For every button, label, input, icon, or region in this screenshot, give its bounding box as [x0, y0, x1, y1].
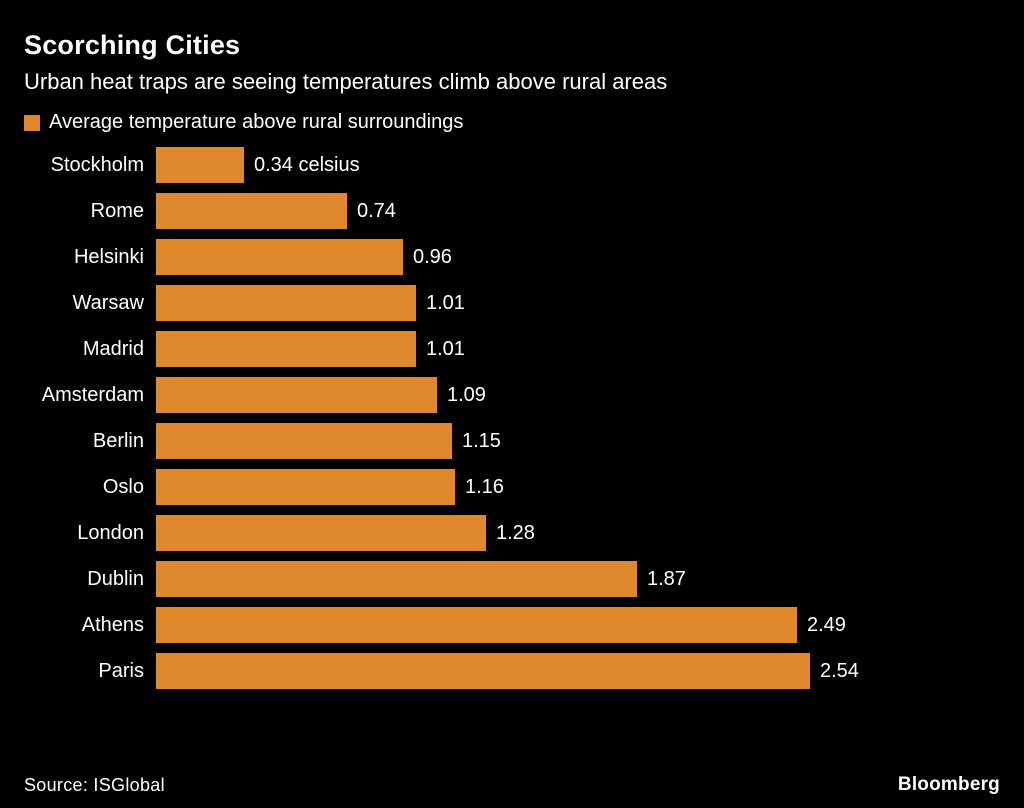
value-label: 2.54 — [820, 659, 859, 682]
chart-title: Scorching Cities — [24, 30, 241, 60]
value-label: 0.96 — [413, 245, 452, 268]
category-label: Paris — [98, 659, 144, 682]
chart-row: London 1.28 — [24, 510, 1000, 556]
value-label: 0.34 celsius — [254, 153, 360, 176]
legend: Average temperature above rural surround… — [24, 111, 1000, 134]
category-label: Dublin — [87, 567, 144, 590]
bar-oslo — [156, 469, 455, 505]
value-label: 0.74 — [357, 199, 396, 222]
chart-footer: Source: ISGlobal Bloomberg — [24, 774, 1000, 796]
bar-stockholm — [156, 147, 244, 183]
value-label: 1.16 — [465, 475, 504, 498]
chart-row: Athens 2.49 — [24, 602, 1000, 648]
bar-amsterdam — [156, 377, 437, 413]
chart-row: Amsterdam 1.09 — [24, 372, 1000, 418]
category-label: Warsaw — [72, 291, 144, 314]
category-label: London — [77, 521, 144, 544]
bar-london — [156, 515, 486, 551]
bar-athens — [156, 607, 797, 643]
value-label: 2.49 — [807, 613, 846, 636]
bar-madrid — [156, 331, 416, 367]
source-note: Source: ISGlobal — [24, 775, 165, 795]
bar-berlin — [156, 423, 452, 459]
bar-dublin — [156, 561, 637, 597]
value-label: 1.01 — [426, 291, 465, 314]
chart-row: Oslo 1.16 — [24, 464, 1000, 510]
category-label: Amsterdam — [41, 383, 144, 406]
chart-row: Paris 2.54 — [24, 648, 1000, 694]
value-label: 1.87 — [647, 567, 686, 590]
category-label: Oslo — [102, 475, 144, 498]
bloomberg-logo: Bloomberg — [897, 774, 1000, 795]
bar-chart: Stockholm 0.34 celsius Rome 0.74 Helsinki 0.9… — [24, 142, 1000, 694]
chart-row: Madrid 1.01 — [24, 326, 1000, 372]
value-label: 1.09 — [447, 383, 486, 406]
chart-row: Berlin 1.15 — [24, 418, 1000, 464]
category-label: Rome — [90, 199, 144, 222]
legend-label: Average temperature above rural surround… — [49, 111, 464, 133]
value-label: 1.28 — [496, 521, 535, 544]
category-label: Helsinki — [73, 245, 144, 268]
chart-subtitle: Urban heat traps are seeing temperatures… — [24, 69, 668, 94]
chart-row: Helsinki 0.96 — [24, 234, 1000, 280]
value-label: 1.01 — [426, 337, 465, 360]
category-label: Stockholm — [50, 153, 144, 176]
value-label: 1.15 — [462, 429, 501, 452]
category-label: Berlin — [92, 429, 144, 452]
chart-row: Warsaw 1.01 — [24, 280, 1000, 326]
bar-warsaw — [156, 285, 416, 321]
bar-rome — [156, 193, 347, 229]
chart-row: Dublin 1.87 — [24, 556, 1000, 602]
chart-row: Rome 0.74 — [24, 188, 1000, 234]
bar-paris — [156, 653, 810, 689]
category-label: Athens — [81, 613, 144, 636]
category-label: Madrid — [82, 337, 144, 360]
legend-swatch-icon — [24, 114, 40, 131]
chart-row: Stockholm 0.34 celsius — [24, 142, 1000, 188]
bar-helsinki — [156, 239, 403, 275]
